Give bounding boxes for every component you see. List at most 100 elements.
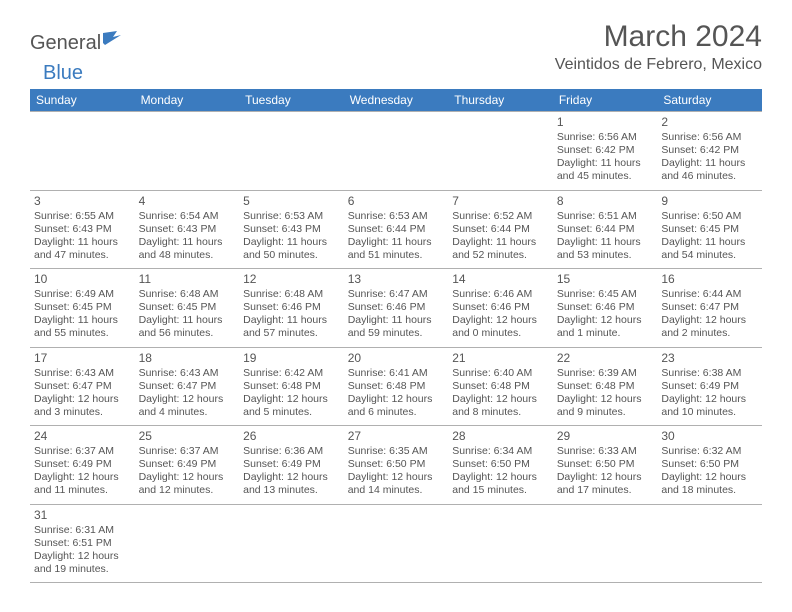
sunrise-text: Sunrise: 6:53 AM [243, 210, 340, 223]
day-number: 31 [34, 508, 131, 523]
sunset-text: Sunset: 6:48 PM [557, 380, 654, 393]
weekday-header: Sunday [30, 89, 135, 112]
sunrise-text: Sunrise: 6:56 AM [661, 131, 758, 144]
calendar-cell: 19Sunrise: 6:42 AMSunset: 6:48 PMDayligh… [239, 347, 344, 426]
calendar-cell: 28Sunrise: 6:34 AMSunset: 6:50 PMDayligh… [448, 426, 553, 505]
daylight-text: Daylight: 12 hours and 9 minutes. [557, 393, 654, 419]
sunset-text: Sunset: 6:46 PM [557, 301, 654, 314]
day-number: 11 [139, 272, 236, 287]
calendar-cell [30, 112, 135, 191]
calendar-row: 24Sunrise: 6:37 AMSunset: 6:49 PMDayligh… [30, 426, 762, 505]
calendar-cell: 21Sunrise: 6:40 AMSunset: 6:48 PMDayligh… [448, 347, 553, 426]
sunrise-text: Sunrise: 6:47 AM [348, 288, 445, 301]
sunset-text: Sunset: 6:48 PM [452, 380, 549, 393]
sunrise-text: Sunrise: 6:34 AM [452, 445, 549, 458]
daylight-text: Daylight: 12 hours and 1 minute. [557, 314, 654, 340]
calendar-cell [553, 504, 658, 583]
day-number: 21 [452, 351, 549, 366]
sunrise-text: Sunrise: 6:44 AM [661, 288, 758, 301]
weekday-header: Saturday [657, 89, 762, 112]
daylight-text: Daylight: 12 hours and 5 minutes. [243, 393, 340, 419]
sunset-text: Sunset: 6:42 PM [661, 144, 758, 157]
sunset-text: Sunset: 6:44 PM [557, 223, 654, 236]
sunset-text: Sunset: 6:49 PM [34, 458, 131, 471]
calendar-row: 1Sunrise: 6:56 AMSunset: 6:42 PMDaylight… [30, 112, 762, 191]
sunset-text: Sunset: 6:49 PM [243, 458, 340, 471]
day-number: 6 [348, 194, 445, 209]
day-number: 5 [243, 194, 340, 209]
sunset-text: Sunset: 6:42 PM [557, 144, 654, 157]
calendar-cell: 15Sunrise: 6:45 AMSunset: 6:46 PMDayligh… [553, 269, 658, 348]
calendar-cell: 31Sunrise: 6:31 AMSunset: 6:51 PMDayligh… [30, 504, 135, 583]
sunset-text: Sunset: 6:50 PM [557, 458, 654, 471]
calendar-cell: 3Sunrise: 6:55 AMSunset: 6:43 PMDaylight… [30, 190, 135, 269]
sunrise-text: Sunrise: 6:51 AM [557, 210, 654, 223]
sunset-text: Sunset: 6:51 PM [34, 537, 131, 550]
calendar-cell: 1Sunrise: 6:56 AMSunset: 6:42 PMDaylight… [553, 112, 658, 191]
day-number: 18 [139, 351, 236, 366]
sunset-text: Sunset: 6:46 PM [243, 301, 340, 314]
calendar-cell: 16Sunrise: 6:44 AMSunset: 6:47 PMDayligh… [657, 269, 762, 348]
daylight-text: Daylight: 12 hours and 15 minutes. [452, 471, 549, 497]
daylight-text: Daylight: 11 hours and 55 minutes. [34, 314, 131, 340]
sunrise-text: Sunrise: 6:55 AM [34, 210, 131, 223]
day-number: 30 [661, 429, 758, 444]
daylight-text: Daylight: 12 hours and 11 minutes. [34, 471, 131, 497]
sunrise-text: Sunrise: 6:35 AM [348, 445, 445, 458]
calendar-cell: 12Sunrise: 6:48 AMSunset: 6:46 PMDayligh… [239, 269, 344, 348]
day-number: 25 [139, 429, 236, 444]
day-number: 4 [139, 194, 236, 209]
weekday-header: Monday [135, 89, 240, 112]
daylight-text: Daylight: 12 hours and 18 minutes. [661, 471, 758, 497]
sunrise-text: Sunrise: 6:38 AM [661, 367, 758, 380]
day-number: 24 [34, 429, 131, 444]
sunrise-text: Sunrise: 6:31 AM [34, 524, 131, 537]
weekday-header: Tuesday [239, 89, 344, 112]
daylight-text: Daylight: 12 hours and 19 minutes. [34, 550, 131, 576]
calendar-table: Sunday Monday Tuesday Wednesday Thursday… [30, 89, 762, 583]
calendar-row: 3Sunrise: 6:55 AMSunset: 6:43 PMDaylight… [30, 190, 762, 269]
sunrise-text: Sunrise: 6:56 AM [557, 131, 654, 144]
sunrise-text: Sunrise: 6:43 AM [34, 367, 131, 380]
weekday-header: Wednesday [344, 89, 449, 112]
calendar-cell: 18Sunrise: 6:43 AMSunset: 6:47 PMDayligh… [135, 347, 240, 426]
calendar-row: 31Sunrise: 6:31 AMSunset: 6:51 PMDayligh… [30, 504, 762, 583]
sunset-text: Sunset: 6:47 PM [139, 380, 236, 393]
calendar-cell: 14Sunrise: 6:46 AMSunset: 6:46 PMDayligh… [448, 269, 553, 348]
daylight-text: Daylight: 12 hours and 8 minutes. [452, 393, 549, 419]
day-number: 3 [34, 194, 131, 209]
sunset-text: Sunset: 6:46 PM [452, 301, 549, 314]
sunrise-text: Sunrise: 6:48 AM [243, 288, 340, 301]
sunrise-text: Sunrise: 6:54 AM [139, 210, 236, 223]
day-number: 28 [452, 429, 549, 444]
calendar-cell [344, 504, 449, 583]
calendar-cell [239, 112, 344, 191]
sunrise-text: Sunrise: 6:45 AM [557, 288, 654, 301]
day-number: 16 [661, 272, 758, 287]
calendar-cell: 27Sunrise: 6:35 AMSunset: 6:50 PMDayligh… [344, 426, 449, 505]
calendar-cell [657, 504, 762, 583]
calendar-cell: 25Sunrise: 6:37 AMSunset: 6:49 PMDayligh… [135, 426, 240, 505]
calendar-cell: 26Sunrise: 6:36 AMSunset: 6:49 PMDayligh… [239, 426, 344, 505]
calendar-cell [135, 504, 240, 583]
calendar-cell: 8Sunrise: 6:51 AMSunset: 6:44 PMDaylight… [553, 190, 658, 269]
logo-text-blue: Blue [43, 62, 83, 84]
calendar-cell [239, 504, 344, 583]
sunrise-text: Sunrise: 6:36 AM [243, 445, 340, 458]
daylight-text: Daylight: 11 hours and 52 minutes. [452, 236, 549, 262]
day-number: 20 [348, 351, 445, 366]
sunset-text: Sunset: 6:45 PM [139, 301, 236, 314]
daylight-text: Daylight: 12 hours and 3 minutes. [34, 393, 131, 419]
weekday-header: Thursday [448, 89, 553, 112]
daylight-text: Daylight: 11 hours and 59 minutes. [348, 314, 445, 340]
sunset-text: Sunset: 6:49 PM [661, 380, 758, 393]
calendar-cell [448, 112, 553, 191]
calendar-cell [135, 112, 240, 191]
daylight-text: Daylight: 11 hours and 45 minutes. [557, 157, 654, 183]
calendar-body: 1Sunrise: 6:56 AMSunset: 6:42 PMDaylight… [30, 112, 762, 583]
sunset-text: Sunset: 6:50 PM [348, 458, 445, 471]
day-number: 19 [243, 351, 340, 366]
calendar-cell: 2Sunrise: 6:56 AMSunset: 6:42 PMDaylight… [657, 112, 762, 191]
sunrise-text: Sunrise: 6:32 AM [661, 445, 758, 458]
calendar-row: 10Sunrise: 6:49 AMSunset: 6:45 PMDayligh… [30, 269, 762, 348]
